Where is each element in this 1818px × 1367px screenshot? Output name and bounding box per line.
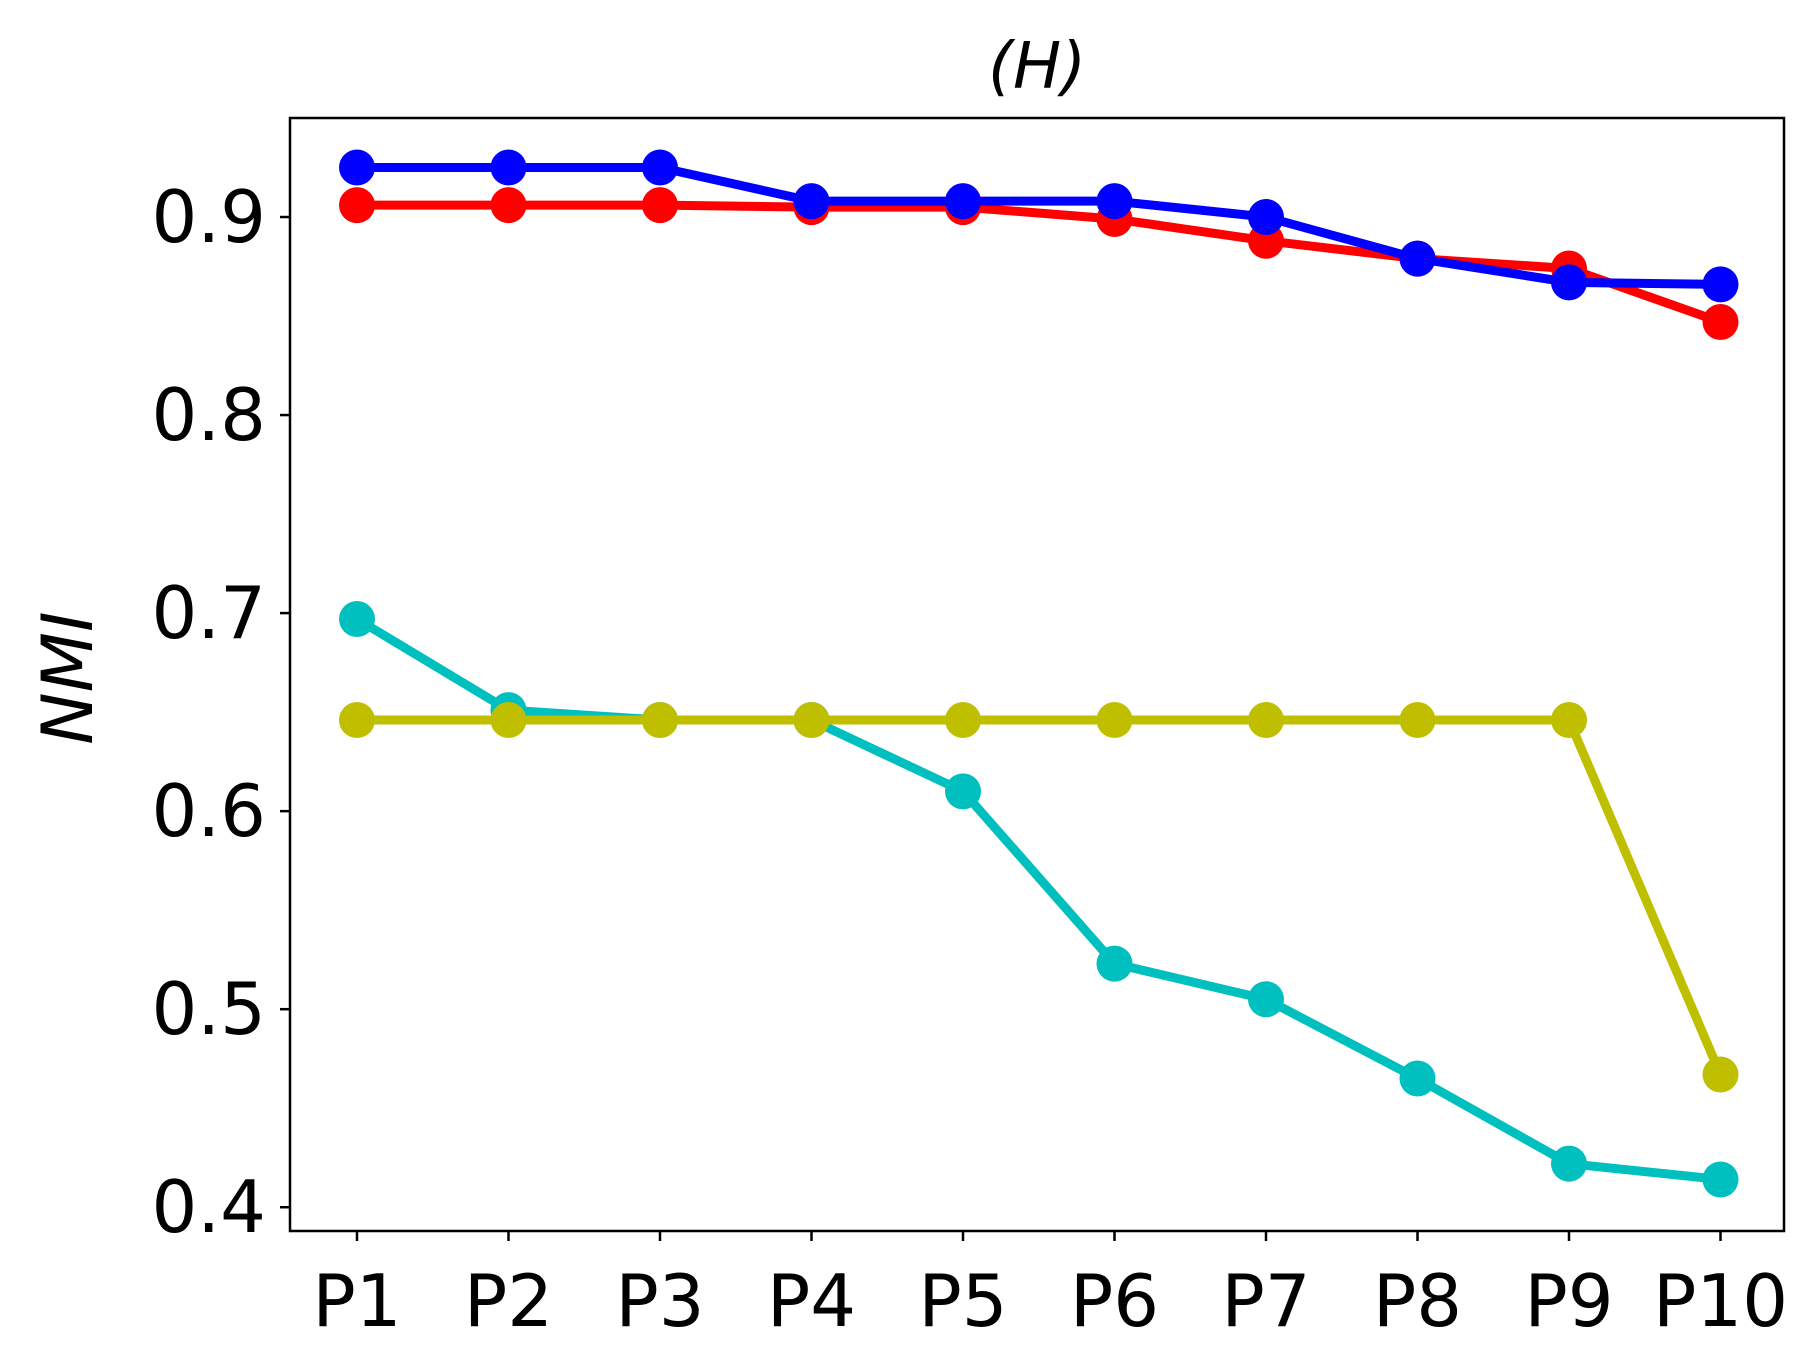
data-point (1551, 702, 1587, 739)
data-point (1702, 303, 1739, 340)
data-point (1551, 1145, 1587, 1182)
data-point (1248, 199, 1284, 236)
data-point (642, 149, 678, 186)
data-point (339, 702, 375, 739)
series-4 (339, 702, 1739, 1093)
data-point (642, 187, 678, 224)
series-2 (339, 149, 1739, 303)
x-tick-label: P2 (464, 1259, 553, 1343)
y-tick-label: 0.6 (151, 769, 266, 853)
y-tick-label: 0.9 (151, 175, 266, 259)
data-point (1096, 702, 1133, 739)
x-tick-label: P5 (918, 1259, 1007, 1343)
series-1 (339, 187, 1739, 340)
x-tick-label: P3 (615, 1259, 704, 1343)
x-tick-label: P7 (1221, 1259, 1310, 1343)
data-point (1248, 981, 1284, 1018)
data-point (490, 702, 527, 739)
data-point (339, 149, 375, 186)
data-point (339, 601, 375, 638)
x-tick-label: P1 (312, 1259, 401, 1343)
data-point (1702, 266, 1739, 303)
y-tick-label: 0.7 (151, 571, 266, 655)
x-tick-label: P6 (1070, 1259, 1159, 1343)
data-point (1702, 1161, 1739, 1198)
series-layer (339, 149, 1739, 1198)
data-point (490, 187, 527, 224)
series-line (357, 715, 1725, 1077)
data-point (945, 773, 981, 810)
x-tick-label: P8 (1373, 1259, 1462, 1343)
data-point (945, 702, 981, 739)
x-tick-label: P10 (1653, 1259, 1788, 1343)
data-point (1702, 1056, 1739, 1093)
x-axis: P1 P2 P3 P4 P5 P6 P7 P8 P9 P10 (312, 1231, 1788, 1343)
series-line (357, 200, 1722, 327)
chart-title: (H) (988, 30, 1086, 104)
y-tick-label: 0.4 (151, 1165, 266, 1249)
y-axis: 0.4 0.5 0.6 0.7 0.8 0.9 (151, 175, 290, 1249)
data-point (1399, 1060, 1436, 1097)
x-tick-label: P4 (767, 1259, 856, 1343)
data-point (1248, 702, 1284, 739)
series-line (354, 615, 1721, 1184)
data-point (945, 183, 981, 220)
data-point (1551, 264, 1587, 301)
data-point (642, 702, 678, 739)
y-tick-label: 0.8 (151, 373, 266, 457)
data-point (1399, 240, 1436, 277)
y-axis-label: NMI (27, 611, 109, 744)
data-point (339, 187, 375, 224)
series-3 (339, 601, 1739, 1198)
plot-frame (288, 116, 1786, 1233)
data-point (793, 702, 830, 739)
series-line (357, 163, 1721, 289)
data-point (793, 183, 830, 220)
data-point (490, 149, 527, 186)
data-point (1096, 183, 1133, 220)
y-tick-label: 0.5 (151, 967, 266, 1051)
x-tick-label: P9 (1524, 1259, 1613, 1343)
data-point (1399, 702, 1436, 739)
data-point (1096, 945, 1133, 982)
